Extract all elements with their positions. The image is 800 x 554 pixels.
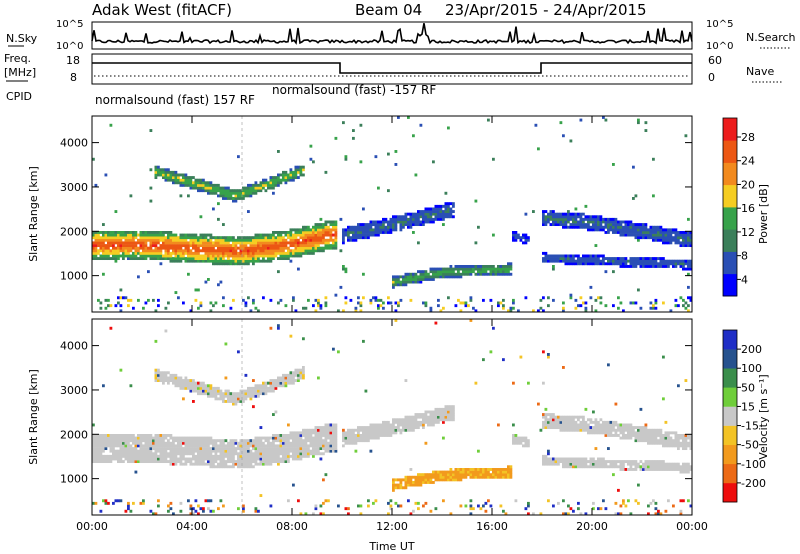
noise-right-tick-bottom: 10^0 [706, 41, 733, 52]
velocity-axes: 1000 2000 3000 4000 00:00 04:00 08:00 12:00 16:0… [60, 319, 708, 533]
velocity-ylabel: Slant Range [km] [27, 369, 40, 465]
velocity-colorbar: 200 100 50 15 -15 -50 -100 -200 [722, 329, 766, 503]
date-range: 23/Apr/2015 - 24/Apr/2015 [445, 1, 647, 19]
colorbar-swatch [723, 444, 737, 465]
colorbar-swatch [723, 251, 737, 275]
freq-right-tick-bottom: 0 [708, 71, 715, 84]
freq-right-tick-top: 60 [708, 54, 722, 67]
freq-left-tick-bottom: 8 [70, 71, 77, 84]
noise-sky-line [91, 23, 693, 45]
xtick-label: 04:00 [176, 520, 208, 533]
noise-left-tick-top: 10^5 [56, 19, 83, 30]
cpid-program-1: normalsound (fast) 157 RF [95, 93, 255, 107]
colorbar-tick-label: -100 [741, 458, 766, 471]
colorbar-swatch [723, 140, 737, 163]
colorbar-swatch [723, 387, 737, 407]
freq-line [92, 62, 692, 74]
noise-panel: N.Sky 10^5 10^0 10^5 10^0 N.Search [6, 19, 796, 52]
colorbar-tick-label: 12 [741, 226, 755, 239]
cpid-program-2: normalsound (fast) -157 RF [272, 83, 436, 97]
ytick-label: 2000 [60, 225, 88, 238]
colorbar-tick-label: 8 [741, 250, 748, 263]
colorbar-swatch [723, 463, 737, 484]
power-ylabel: Slant Range [km] [27, 166, 40, 262]
noise-left-tick-bottom: 10^0 [56, 41, 83, 52]
power-colorbar-label: Power [dB] [757, 184, 770, 244]
colorbar-tick-label: 16 [741, 202, 755, 215]
colorbar-swatch [723, 184, 737, 208]
xtick-label: 20:00 [576, 520, 608, 533]
colorbar-tick-label: 20 [741, 178, 755, 191]
cpid-label: CPID [6, 90, 32, 103]
colorbar-swatch [723, 368, 737, 388]
velocity-heatmap [92, 319, 693, 516]
freq-left-tick-top: 18 [66, 54, 80, 67]
freq-panel: Freq. [MHz] 18 8 60 0 Nave CPID normalso… [4, 52, 782, 107]
colorbar-tick-label: 15 [741, 400, 755, 413]
power-panel: 1000 2000 3000 4000 Slant Range [km] 28 24 20… [27, 115, 770, 313]
noise-sky-label: N.Sky [6, 32, 38, 45]
velocity-colorbar-label: Velocity [m s⁻¹] [757, 374, 770, 459]
xtick-label: 00:00 [676, 520, 708, 533]
power-colorbar: 28 24 20 16 12 8 4 [722, 117, 755, 297]
colorbar-swatch [723, 349, 737, 369]
power-axes: 1000 2000 3000 4000 [60, 116, 693, 312]
colorbar-swatch [723, 162, 737, 186]
ytick-label: 1000 [60, 270, 88, 283]
colorbar-tick-label: 28 [741, 131, 755, 144]
colorbar-swatch [723, 118, 737, 141]
velocity-panel: 1000 2000 3000 4000 00:00 04:00 08:00 12:00 16:0… [27, 318, 770, 553]
colorbar-tick-label: 24 [741, 155, 755, 168]
beam-label: Beam 04 [355, 1, 422, 19]
colorbar-swatch [723, 229, 737, 252]
ytick-label: 3000 [60, 181, 88, 194]
freq-label: Freq. [4, 52, 31, 65]
ytick-label: 4000 [60, 340, 88, 353]
ytick-label: 1000 [60, 473, 88, 486]
colorbar-tick-label: -50 [741, 439, 759, 452]
time-axis-label: Time UT [368, 540, 414, 553]
colorbar-tick-label: 100 [741, 362, 762, 375]
colorbar-swatch [723, 425, 737, 445]
noise-search-label: N.Search [746, 31, 796, 44]
colorbar-tick-label: -15 [741, 420, 759, 433]
nave-label: Nave [746, 65, 774, 78]
ytick-label: 3000 [60, 384, 88, 397]
colorbar-swatch [723, 273, 737, 297]
colorbar-tick-label: 200 [741, 343, 762, 356]
colorbar-swatch [723, 406, 737, 426]
colorbar-tick-label: 50 [741, 381, 755, 394]
freq-unit-label: [MHz] [4, 66, 36, 79]
ytick-label: 2000 [60, 428, 88, 441]
xtick-label: 00:00 [76, 520, 108, 533]
power-heatmap [92, 116, 693, 313]
colorbar-swatch [723, 207, 737, 230]
colorbar-tick-label: 4 [741, 273, 748, 286]
xtick-label: 08:00 [276, 520, 308, 533]
noise-right-tick-top: 10^5 [706, 19, 733, 30]
colorbar-tick-label: -200 [741, 477, 766, 490]
ytick-label: 4000 [60, 137, 88, 150]
xtick-label: 16:00 [476, 520, 508, 533]
colorbar-swatch [723, 330, 737, 350]
station-title: Adak West (fitACF) [92, 1, 232, 19]
colorbar-swatch [723, 482, 737, 503]
xtick-label: 12:00 [376, 520, 408, 533]
